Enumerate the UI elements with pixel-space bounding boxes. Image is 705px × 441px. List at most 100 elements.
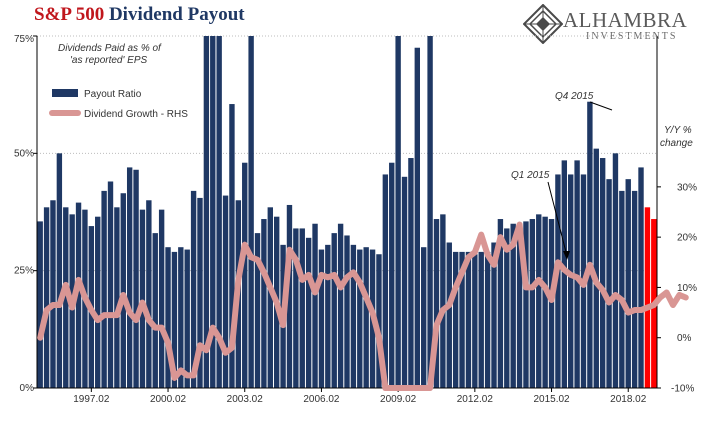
chart-title-part1: S&P 500 <box>34 4 105 25</box>
payout-bar <box>587 101 593 389</box>
payout-bar <box>414 47 420 388</box>
payout-bar <box>190 190 197 388</box>
payout-bar <box>548 219 555 388</box>
payout-bar <box>286 204 293 388</box>
payout-bar <box>50 200 56 388</box>
payout-bar <box>248 36 254 388</box>
payout-bar <box>133 169 139 388</box>
payout-bar <box>401 176 408 388</box>
payout-bar <box>408 158 414 388</box>
payout-bar <box>357 249 363 388</box>
chart-title-part2: Dividend Payout <box>108 4 245 25</box>
payout-bar <box>325 244 331 388</box>
payout-bar <box>612 153 619 388</box>
payout-bar <box>56 153 63 388</box>
payout-bar <box>638 167 644 388</box>
payout-bar <box>184 249 190 388</box>
payout-bar <box>337 223 344 388</box>
x-tick-label: 1997.02 <box>73 394 110 405</box>
payout-bar <box>440 214 446 388</box>
payout-bar <box>178 247 184 388</box>
payout-bar <box>529 219 536 388</box>
payout-bar <box>146 200 152 388</box>
payout-bar <box>389 162 395 388</box>
payout-bar <box>421 247 427 388</box>
payout-bar <box>606 179 612 388</box>
payout-bar <box>427 36 433 388</box>
payout-bar <box>644 207 651 388</box>
left-tick-label: 50% <box>14 148 34 159</box>
payout-ratio-bars <box>37 36 657 389</box>
payout-bar <box>152 233 158 388</box>
payout-bar <box>107 181 114 388</box>
legend-label-payout-ratio: Payout Ratio <box>84 89 142 100</box>
payout-bar <box>242 162 248 388</box>
payout-bar <box>465 251 472 388</box>
x-tick-label: 2012.02 <box>457 394 494 405</box>
payout-bar <box>318 249 325 388</box>
payout-bar <box>363 247 369 388</box>
x-tick-label: 2009.02 <box>380 394 417 405</box>
payout-bar <box>344 235 350 388</box>
payout-bar <box>568 174 574 388</box>
payout-bar <box>523 221 529 388</box>
payout-bar <box>555 174 561 388</box>
payout-bar <box>222 195 229 388</box>
payout-bar <box>37 221 43 388</box>
payout-bar <box>376 254 382 388</box>
diamond-crest-icon <box>523 4 563 44</box>
payout-bar <box>459 251 465 388</box>
x-tick-label: 2015.02 <box>533 394 570 405</box>
payout-bar <box>497 219 504 388</box>
payout-bar <box>114 207 120 388</box>
payout-bar <box>504 228 510 388</box>
payout-bar <box>395 36 401 388</box>
annotation-q1-2015-arrowhead <box>563 251 570 260</box>
note-line-2: 'as reported' EPS <box>70 55 148 66</box>
payout-bar <box>516 223 523 388</box>
payout-bar <box>536 214 542 388</box>
payout-bar <box>484 251 491 388</box>
right-tick-label: 20% <box>677 233 697 244</box>
right-tick-label: 10% <box>677 283 697 294</box>
payout-bar <box>305 237 312 388</box>
payout-bar <box>63 207 69 388</box>
payout-bar <box>382 174 389 388</box>
payout-bar <box>510 223 516 388</box>
dividend-growth-line <box>37 221 689 391</box>
payout-bar <box>210 36 216 388</box>
payout-bar <box>75 202 82 388</box>
right-tick-label: 30% <box>677 182 697 193</box>
payout-bar <box>593 148 599 388</box>
payout-bar <box>312 223 318 388</box>
payout-bar <box>43 207 50 388</box>
right-tick-label: -10% <box>671 384 694 395</box>
payout-bar <box>267 207 273 388</box>
payout-bar <box>433 219 440 388</box>
payout-bar <box>101 190 107 388</box>
payout-bar <box>165 247 171 388</box>
note-line-1: Dividends Paid as % of <box>58 43 162 54</box>
payout-bar <box>126 167 133 388</box>
payout-bar <box>478 251 484 388</box>
payout-bar <box>491 242 497 388</box>
payout-bar <box>452 251 459 388</box>
x-tick-label: 2006.02 <box>303 394 340 405</box>
payout-bar <box>542 216 548 388</box>
payout-bar <box>139 209 146 388</box>
x-tick-label: 2018.02 <box>610 394 647 405</box>
left-tick-label: 25% <box>14 266 34 277</box>
payout-bar <box>229 104 235 389</box>
brand-subtitle: INVESTMENTS <box>586 31 678 42</box>
payout-bar <box>293 228 299 388</box>
brand-name: ALHAMBRA <box>563 8 688 32</box>
legend-label-dividend-growth: Dividend Growth - RHS <box>84 109 188 120</box>
payout-bar <box>331 233 337 388</box>
right-axis-title-line-1: Y/Y % <box>664 125 692 136</box>
payout-bar <box>254 233 261 388</box>
payout-bar <box>120 193 126 388</box>
left-tick-label: 0% <box>20 383 35 394</box>
payout-bar <box>171 251 178 388</box>
x-tick-label: 2000.02 <box>150 394 187 405</box>
